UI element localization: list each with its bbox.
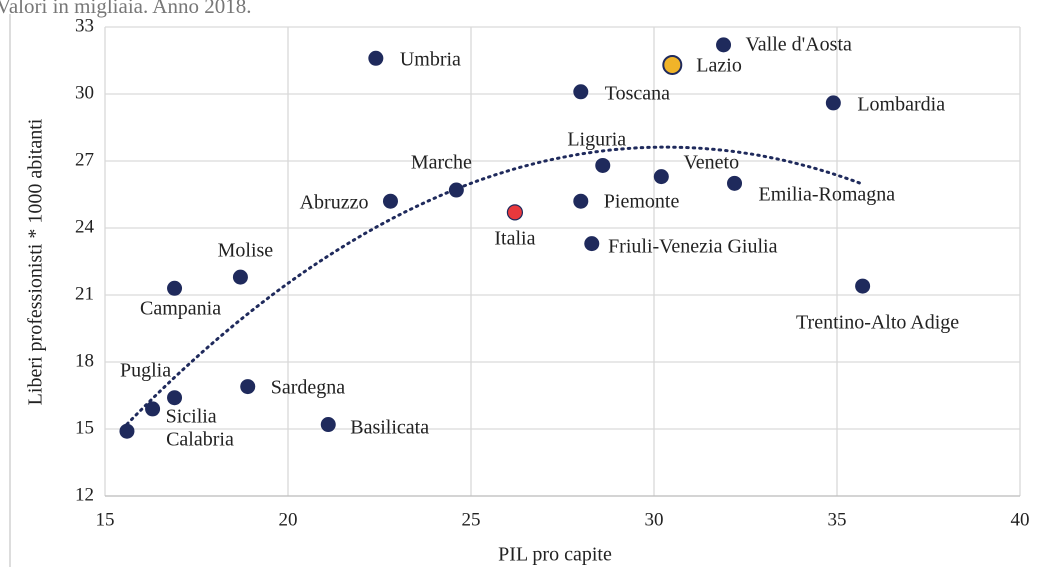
point-label: Puglia [119, 359, 172, 382]
point [573, 193, 589, 209]
point [240, 379, 256, 395]
point [855, 278, 871, 294]
y-tick-label: 30 [75, 82, 94, 103]
y-tick-label: 24 [75, 216, 95, 237]
y-tick-label: 33 [75, 15, 94, 36]
point-label: Abruzzo [299, 191, 369, 214]
point [662, 54, 683, 75]
point-label: Veneto [683, 151, 740, 174]
x-axis-title: PIL pro capite [498, 544, 612, 566]
point-label: Friuli-Venezia Giulia [608, 235, 778, 258]
point-label: Sardegna [270, 376, 346, 399]
point [167, 390, 183, 406]
point-label: Sicilia [165, 405, 217, 428]
point-label: Emilia-Romagna [758, 183, 896, 206]
point [119, 423, 135, 439]
point-label: Piemonte [603, 190, 680, 213]
point [167, 280, 183, 296]
x-tick-label: 30 [645, 509, 664, 530]
point-label: Basilicata [350, 416, 430, 439]
x-tick-label: 40 [1011, 509, 1030, 530]
point [320, 417, 336, 433]
point-label: Trentino-Alto Adige [796, 311, 960, 334]
point [595, 157, 611, 173]
point-label: Marche [410, 151, 472, 174]
point-label: Lombardia [857, 93, 946, 116]
point [448, 182, 464, 198]
point [584, 236, 600, 252]
point-label: Calabria [166, 428, 234, 451]
x-tick-label: 35 [828, 509, 847, 530]
y-tick-label: 21 [75, 283, 94, 304]
point-label: Campania [139, 297, 222, 320]
y-tick-label: 18 [75, 350, 94, 371]
point [727, 175, 743, 191]
point-label: Liguria [567, 128, 627, 151]
point [716, 37, 732, 53]
point [382, 193, 398, 209]
point-label: Molise [217, 239, 274, 262]
x-tick-label: 25 [462, 509, 481, 530]
point [145, 401, 161, 417]
y-tick-label: 12 [75, 484, 94, 505]
trendline [125, 145, 865, 426]
point [368, 50, 384, 66]
y-tick-label: 15 [75, 417, 94, 438]
y-tick-label: 27 [75, 149, 94, 170]
point [573, 84, 589, 100]
point [506, 204, 524, 221]
x-tick-label: 20 [279, 509, 298, 530]
point [825, 95, 841, 111]
y-axis-title: Liberi professionisti * 1000 abitanti [25, 118, 47, 405]
point-label: Lazio [696, 54, 742, 77]
point-label: Italia [494, 227, 536, 250]
chart-subtitle: Valori in migliaia. Anno 2018. [0, 0, 251, 18]
point-label: Toscana [604, 82, 671, 105]
point-label: Umbria [399, 48, 461, 71]
x-tick-label: 15 [96, 509, 115, 530]
point-label: Valle d'Aosta [745, 33, 852, 56]
point [232, 269, 248, 285]
point [653, 169, 669, 185]
